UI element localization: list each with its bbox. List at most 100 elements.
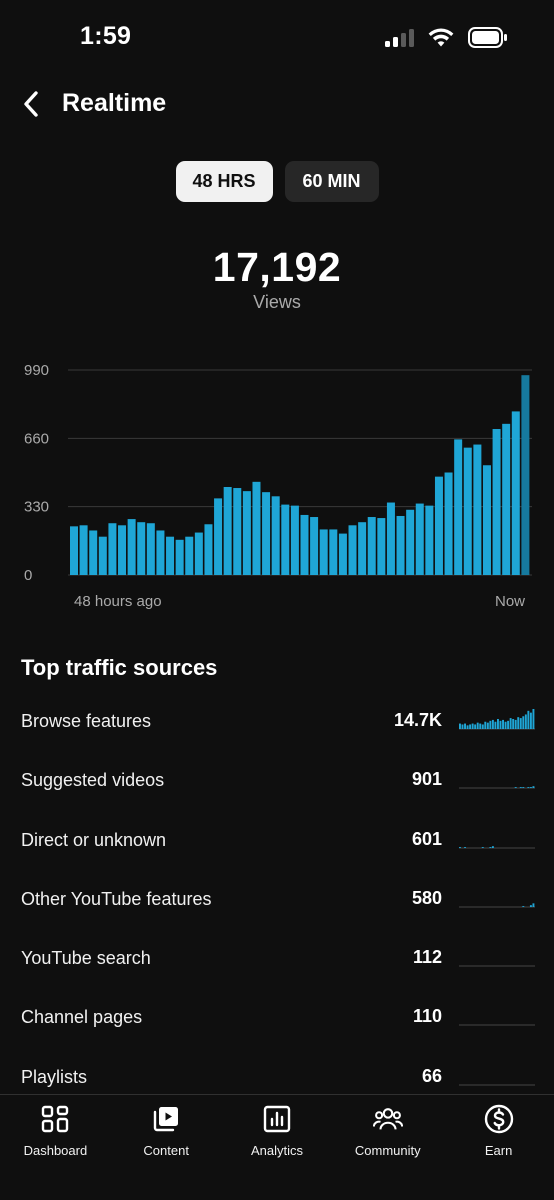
dashboard-icon — [40, 1104, 70, 1134]
range-60-min-button[interactable]: 60 MIN — [284, 161, 379, 202]
nav-label: Analytics — [250, 1143, 303, 1158]
chart-bar — [281, 504, 290, 575]
sparkline-bar — [491, 719, 494, 729]
sparkline-bar — [527, 787, 530, 789]
chart-bar — [511, 411, 520, 575]
nav-label: Content — [143, 1143, 189, 1158]
chart-svg: 990 660 330 0 48 hours ago Now — [24, 362, 532, 610]
status-icons — [385, 27, 508, 48]
traffic-source-value: 110 — [412, 1006, 442, 1027]
sparkline-bar — [512, 719, 515, 729]
sparkline-bar — [464, 846, 466, 848]
sparkline-bar — [532, 709, 535, 729]
y-tick-label: 990 — [24, 362, 49, 379]
nav-community[interactable]: Community — [332, 1095, 443, 1200]
page-title: Realtime — [62, 89, 167, 117]
traffic-source-row[interactable]: YouTube search 112 — [0, 929, 554, 988]
traffic-source-name: Other YouTube features — [21, 888, 212, 909]
traffic-source-row[interactable]: Other YouTube features 580 — [0, 870, 554, 929]
x-axis-end-label: Now — [495, 593, 525, 610]
sparkline-bar — [529, 787, 532, 789]
sparkline-bar — [459, 723, 461, 729]
back-button[interactable] — [14, 86, 48, 122]
traffic-source-row[interactable]: Channel pages 110 — [0, 988, 554, 1047]
traffic-sources-list: Browse features 14.7K Suggested videos 9… — [0, 692, 554, 1107]
chart-bar — [262, 492, 271, 575]
sparkline-bar — [461, 724, 464, 729]
range-48-hrs-button[interactable]: 48 HRS — [175, 161, 273, 202]
chart-bar — [185, 536, 194, 575]
chart-bar — [319, 529, 328, 575]
sparkline-bar — [532, 786, 535, 789]
chart-bar — [521, 375, 530, 575]
chart-bar — [194, 532, 203, 575]
chart-bar — [329, 529, 338, 575]
traffic-source-row[interactable]: Browse features 14.7K — [0, 692, 554, 751]
traffic-source-sparkline — [459, 786, 535, 789]
chart-bar — [386, 502, 395, 575]
sparkline-bar — [481, 724, 484, 729]
wifi-icon — [428, 27, 454, 46]
chart-bar — [242, 491, 251, 575]
chart-bar — [492, 429, 501, 575]
chart-bar — [406, 509, 415, 575]
chart-bar — [358, 522, 367, 575]
traffic-source-row[interactable]: Suggested videos 901 — [0, 751, 554, 810]
y-tick-label: 660 — [24, 430, 49, 447]
sparkline-bar — [519, 718, 522, 729]
nav-dashboard[interactable]: Dashboard — [0, 1095, 111, 1200]
chart-bar — [98, 536, 107, 575]
chart-bar — [367, 517, 376, 575]
nav-analytics[interactable]: Analytics — [222, 1095, 333, 1200]
nav-content[interactable]: Content — [111, 1095, 222, 1200]
traffic-source-value: 601 — [411, 828, 442, 849]
chart-bar — [79, 525, 88, 575]
chart-bar — [473, 444, 482, 575]
battery-icon — [468, 27, 507, 48]
header: Realtime — [0, 76, 554, 134]
sparkline-bar — [479, 723, 482, 729]
total-views-value: 17,192 — [212, 244, 342, 290]
traffic-source-name: Direct or unknown — [21, 829, 167, 850]
earn-icon — [484, 1104, 514, 1134]
sparkline-bar — [464, 723, 466, 729]
cellular-signal-icon — [385, 28, 414, 47]
y-tick-label: 330 — [24, 499, 49, 516]
chart-bar — [127, 519, 136, 575]
chart-bar — [118, 525, 127, 575]
sparkline-bar — [529, 905, 532, 907]
sparkline-bar — [486, 722, 489, 729]
traffic-source-value: 901 — [411, 769, 442, 790]
chart-bar — [482, 465, 491, 575]
sparkline-bar — [494, 721, 497, 729]
sparkline-bar — [497, 719, 499, 729]
chart-bar — [434, 476, 443, 575]
chart-bar — [396, 515, 405, 575]
traffic-source-row[interactable]: Playlists 66 — [0, 1048, 554, 1107]
chart-bar — [463, 447, 472, 575]
sparkline-bar — [527, 710, 530, 729]
sparkline-bar — [504, 721, 507, 729]
sparkline-bar — [532, 903, 535, 907]
community-icon — [372, 1104, 403, 1134]
chart-bar — [310, 517, 319, 575]
sparkline-bar — [481, 846, 484, 848]
sparkline-bar — [519, 787, 522, 789]
sparkline-bar — [471, 723, 474, 729]
traffic-source-row[interactable]: Direct or unknown 601 — [0, 811, 554, 870]
back-arrow-icon — [24, 91, 38, 117]
chart-bar — [454, 439, 463, 575]
sparkline-bar — [474, 724, 477, 729]
sparkline-bar — [491, 845, 494, 848]
traffic-source-value: 580 — [411, 887, 442, 908]
chart-bar — [271, 496, 280, 575]
chart-bar — [89, 530, 98, 575]
chart-bar — [204, 524, 213, 575]
sparkline-bar — [522, 787, 525, 789]
chart-bar — [502, 423, 511, 575]
realtime-views-chart: 990 660 330 0 48 hours ago Now — [0, 355, 554, 615]
chart-bar — [175, 539, 184, 575]
traffic-source-name: Browse features — [21, 711, 152, 731]
chart-bar — [425, 505, 434, 575]
nav-earn[interactable]: Earn — [443, 1095, 554, 1200]
